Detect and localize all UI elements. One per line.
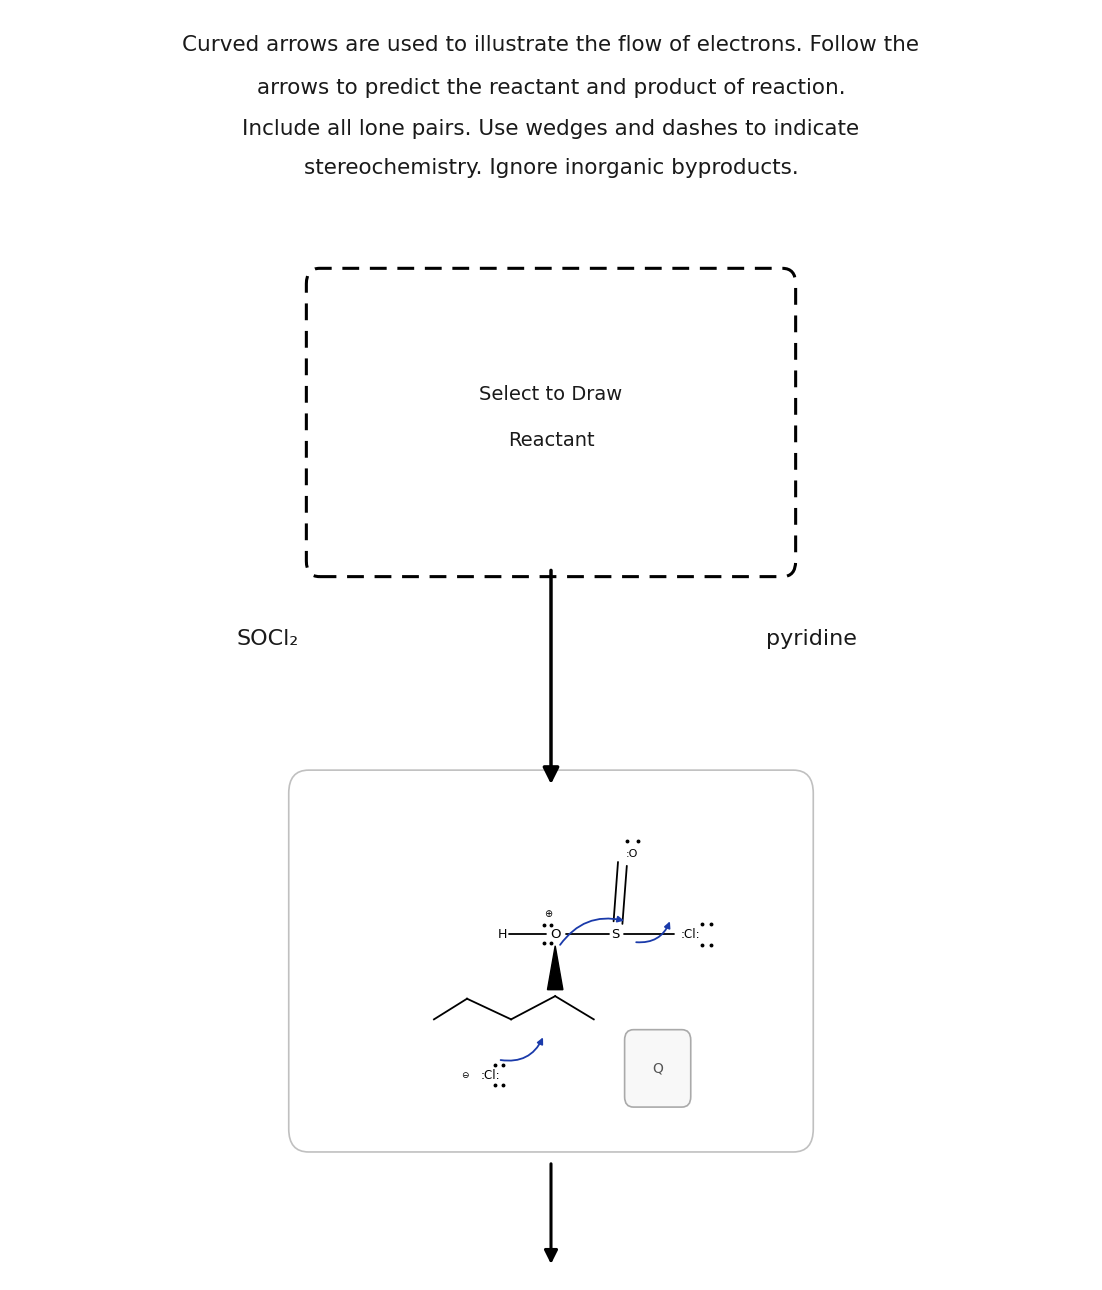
Text: pyridine: pyridine xyxy=(766,628,856,649)
Text: :Cl:: :Cl: xyxy=(480,1068,500,1081)
Text: H: H xyxy=(498,928,507,940)
Text: stereochemistry. Ignore inorganic byproducts.: stereochemistry. Ignore inorganic byprod… xyxy=(304,157,798,178)
Text: Select to Draw: Select to Draw xyxy=(479,384,623,404)
Text: Q: Q xyxy=(652,1062,663,1076)
Polygon shape xyxy=(548,946,563,989)
Text: Reactant: Reactant xyxy=(508,431,594,450)
FancyArrowPatch shape xyxy=(500,1040,542,1060)
Text: ⊕: ⊕ xyxy=(544,908,552,918)
FancyArrowPatch shape xyxy=(636,924,670,943)
Text: SOCl₂: SOCl₂ xyxy=(237,628,299,649)
Text: :Cl:: :Cl: xyxy=(681,928,701,940)
Text: O: O xyxy=(550,928,561,940)
FancyBboxPatch shape xyxy=(306,268,796,577)
Text: ⊖: ⊖ xyxy=(461,1071,468,1080)
FancyBboxPatch shape xyxy=(289,770,813,1152)
Text: S: S xyxy=(612,928,620,940)
Text: Include all lone pairs. Use wedges and dashes to indicate: Include all lone pairs. Use wedges and d… xyxy=(242,119,860,139)
Text: arrows to predict the reactant and product of reaction.: arrows to predict the reactant and produ… xyxy=(257,77,845,98)
FancyBboxPatch shape xyxy=(625,1029,691,1107)
Text: :O: :O xyxy=(626,849,638,859)
Text: Curved arrows are used to illustrate the flow of electrons. Follow the: Curved arrows are used to illustrate the… xyxy=(183,35,919,55)
FancyArrowPatch shape xyxy=(560,917,623,944)
